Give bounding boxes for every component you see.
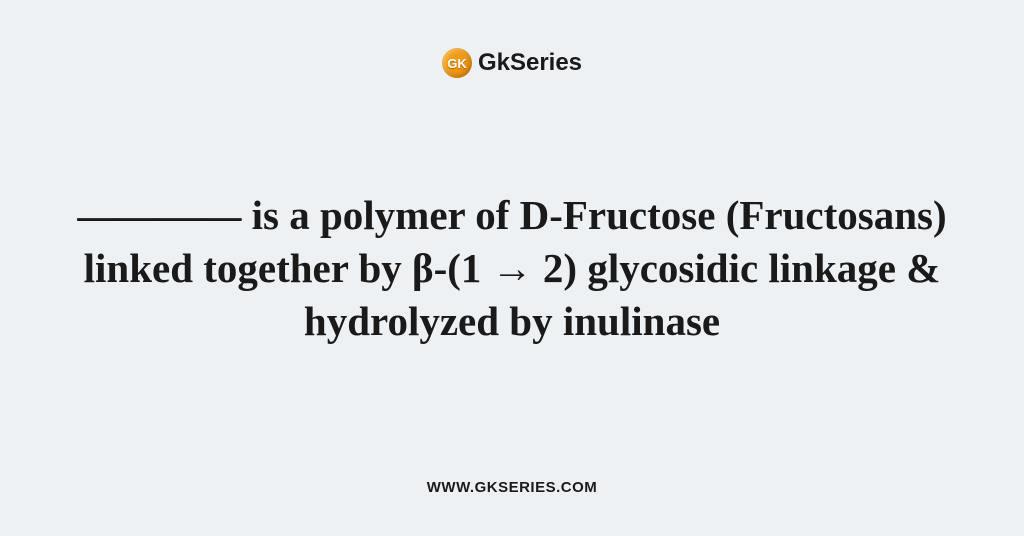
logo-text: GkSeries xyxy=(478,49,582,77)
website-url: WWW.GKSERIES.COM xyxy=(427,479,598,496)
logo-icon: GK xyxy=(442,48,472,78)
logo-brand-prefix: Gk xyxy=(478,49,510,76)
logo-icon-text: GK xyxy=(447,56,467,71)
question-text: ———— is a polymer of D-Fructose (Fructos… xyxy=(62,189,962,349)
logo-brand-suffix: Series xyxy=(510,49,582,76)
logo-container: GK GkSeries xyxy=(442,48,582,78)
